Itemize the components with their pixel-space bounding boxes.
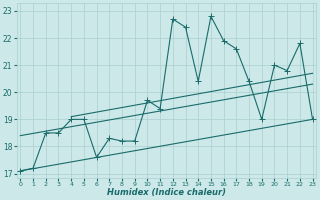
X-axis label: Humidex (Indice chaleur): Humidex (Indice chaleur) [107, 188, 226, 197]
